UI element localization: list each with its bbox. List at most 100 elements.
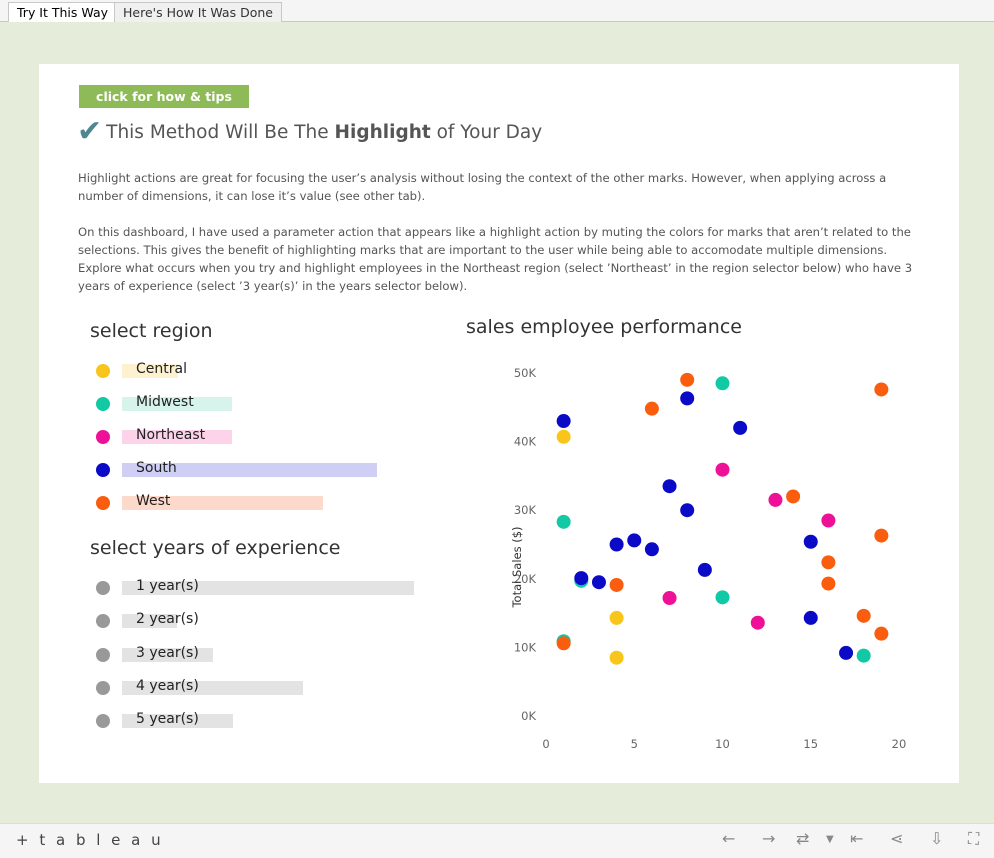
undo-icon[interactable]: ← (722, 829, 736, 848)
region-label: Northeast (136, 427, 206, 443)
years-bar (122, 581, 414, 595)
tableau-toolbar: + t a b l e a u ← → ⇄ ▼ ⇤ ⋖ ⇩ ⛶ (0, 823, 994, 858)
share-icon[interactable]: ⋖ (890, 829, 904, 848)
data-point-west[interactable] (856, 608, 871, 623)
years-bar (122, 680, 303, 695)
region-item-midwest[interactable]: Midwest (96, 393, 391, 415)
revert-dropdown-icon[interactable]: ▼ (826, 834, 834, 845)
data-point-west[interactable] (680, 372, 695, 387)
region-item-south[interactable]: South (96, 459, 391, 481)
data-point-northeast[interactable] (750, 615, 765, 630)
data-point-south[interactable] (591, 575, 606, 590)
region-bar (122, 496, 323, 510)
y-axis-label: Total Sales ($) (510, 526, 524, 608)
data-point-west[interactable] (556, 636, 571, 651)
intro-paragraph: Highlight actions are great for focusing… (78, 171, 887, 203)
data-point-south[interactable] (644, 542, 659, 557)
region-selector-title: select region (90, 320, 213, 342)
data-point-west[interactable] (874, 528, 889, 543)
x-tick-label: 15 (803, 737, 818, 751)
data-point-south[interactable] (803, 534, 818, 549)
region-item-central[interactable]: Central (96, 360, 391, 382)
y-tick-label: 50K (514, 366, 537, 380)
years-label: 5 year(s) (136, 711, 199, 728)
data-point-northeast[interactable] (768, 492, 783, 507)
data-point-west[interactable] (821, 555, 836, 570)
years-item-4-year-s-[interactable]: 4 year(s) (96, 677, 428, 699)
data-point-west[interactable] (821, 576, 836, 591)
download-icon[interactable]: ⇩ (930, 829, 944, 848)
data-point-south[interactable] (609, 537, 624, 552)
x-tick-label: 10 (715, 737, 730, 751)
y-tick-label: 0K (521, 709, 536, 723)
data-point-south[interactable] (662, 479, 677, 494)
data-point-midwest[interactable] (715, 376, 730, 391)
tab-try-it-this-way[interactable]: Try It This Way (8, 2, 118, 23)
region-dot-icon (96, 496, 110, 510)
y-tick-label: 40K (514, 435, 537, 449)
data-point-northeast[interactable] (715, 462, 730, 477)
data-point-south[interactable] (556, 414, 571, 429)
reset-icon[interactable]: ⇤ (850, 829, 864, 848)
fullscreen-icon[interactable]: ⛶ (968, 829, 980, 848)
data-point-central[interactable] (609, 610, 624, 625)
years-bar (122, 647, 213, 662)
region-item-west[interactable]: West (96, 492, 391, 514)
years-item-5-year-s-[interactable]: 5 year(s) (96, 710, 428, 732)
scatter-chart: 0K10K20K30K40K50K05101520Deals ClosedTot… (510, 366, 907, 751)
years-label: 4 year(s) (136, 677, 199, 694)
data-point-northeast[interactable] (821, 513, 836, 528)
region-label: South (136, 460, 177, 476)
years-dot-icon (96, 680, 110, 695)
region-item-northeast[interactable]: Northeast (96, 426, 391, 448)
x-tick-label: 0 (542, 737, 549, 751)
years-selector-title: select years of experience (90, 537, 341, 559)
data-point-south[interactable] (839, 645, 854, 660)
data-point-west[interactable] (644, 401, 659, 416)
years-bar (122, 614, 177, 629)
redo-icon[interactable]: → (762, 829, 776, 848)
years-dot-icon (96, 614, 110, 629)
data-point-south[interactable] (680, 391, 695, 406)
sheet-tab-bar: Try It This Way Here's How It Was Done (0, 0, 994, 23)
data-point-midwest[interactable] (856, 648, 871, 663)
tab-heres-how-it-was-done[interactable]: Here's How It Was Done (114, 2, 282, 22)
years-label: 2 year(s) (136, 611, 199, 628)
data-point-central[interactable] (556, 429, 571, 444)
data-point-west[interactable] (874, 626, 889, 641)
region-label: West (136, 493, 171, 509)
data-point-south[interactable] (733, 420, 748, 435)
title-pre: This Method Will Be The (106, 121, 335, 143)
data-point-west[interactable] (609, 577, 624, 592)
tips-button[interactable]: click for how & tips (79, 85, 249, 108)
data-point-west[interactable] (874, 382, 889, 397)
data-point-south[interactable] (680, 503, 695, 518)
years-item-1-year-s-[interactable]: 1 year(s) (96, 577, 428, 599)
x-tick-label: 20 (892, 737, 907, 751)
years-item-3-year-s-[interactable]: 3 year(s) (96, 644, 428, 666)
region-dot-icon (96, 397, 110, 411)
region-dot-icon (96, 430, 110, 444)
region-dot-icon (96, 364, 110, 378)
years-label: 1 year(s) (136, 578, 199, 594)
data-point-northeast[interactable] (662, 591, 677, 606)
data-point-midwest[interactable] (715, 590, 730, 605)
region-label: Midwest (136, 394, 194, 410)
data-point-south[interactable] (627, 533, 642, 548)
explore-paragraph: On this dashboard, I have used a paramet… (78, 225, 913, 293)
years-dot-icon (96, 714, 110, 729)
data-point-south[interactable] (803, 610, 818, 625)
region-bar (122, 397, 232, 411)
x-tick-label: 5 (631, 737, 638, 751)
revert-icon[interactable]: ⇄ (796, 829, 810, 848)
tableau-logo[interactable]: + t a b l e a u (16, 831, 164, 849)
data-point-south[interactable] (574, 571, 589, 586)
years-dot-icon (96, 647, 110, 662)
data-point-central[interactable] (609, 650, 624, 665)
title-post: of Your Day (430, 121, 543, 143)
data-point-south[interactable] (697, 562, 712, 577)
checkmark-icon: ✔ (77, 114, 103, 149)
years-item-2-year-s-[interactable]: 2 year(s) (96, 610, 428, 632)
data-point-midwest[interactable] (556, 514, 571, 529)
data-point-west[interactable] (786, 489, 801, 504)
